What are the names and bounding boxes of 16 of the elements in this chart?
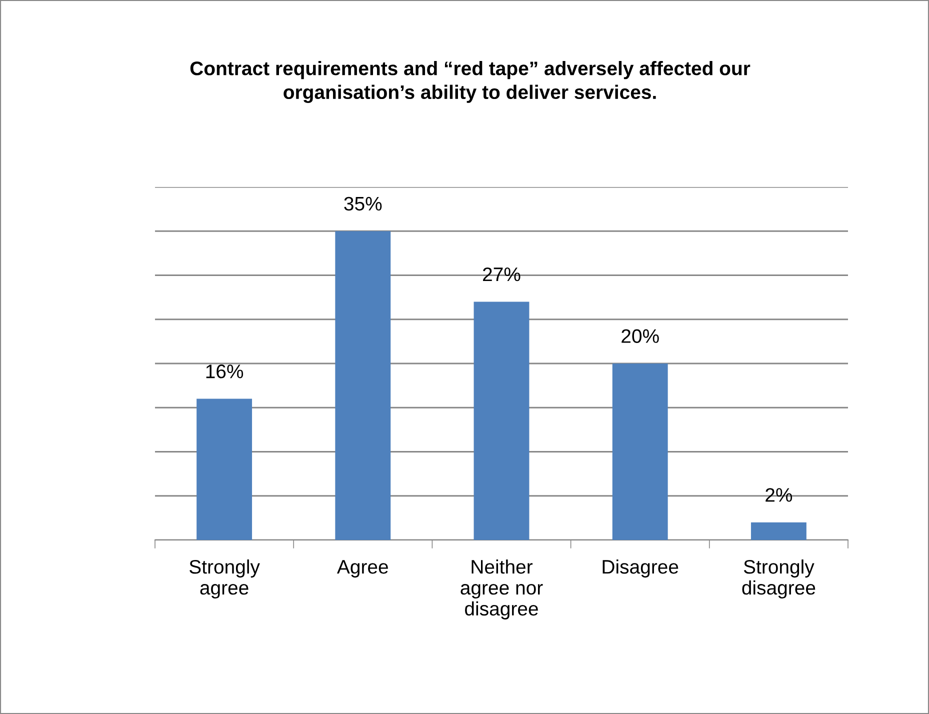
x-tick-label: Disagree — [602, 559, 678, 578]
data-label: 2% — [766, 488, 792, 502]
bar — [335, 231, 391, 540]
data-label: 20% — [622, 329, 659, 343]
bar — [750, 522, 806, 540]
x-tick-label: Strongly agree — [190, 559, 260, 599]
data-label: 27% — [483, 267, 520, 282]
bar — [474, 302, 530, 540]
x-tick-label: Neither agree nor disagree — [460, 559, 543, 620]
data-label: 16% — [206, 364, 244, 378]
bar — [612, 364, 668, 540]
x-tick-label: Strongly disagree — [742, 559, 816, 599]
x-tick-label: Agree — [337, 560, 388, 578]
chart-title: Contract requirements and “red tape” adversely affected our organisation’s ability to deliver services. — [190, 61, 750, 103]
bar — [196, 398, 252, 540]
data-label: 35% — [344, 196, 382, 211]
